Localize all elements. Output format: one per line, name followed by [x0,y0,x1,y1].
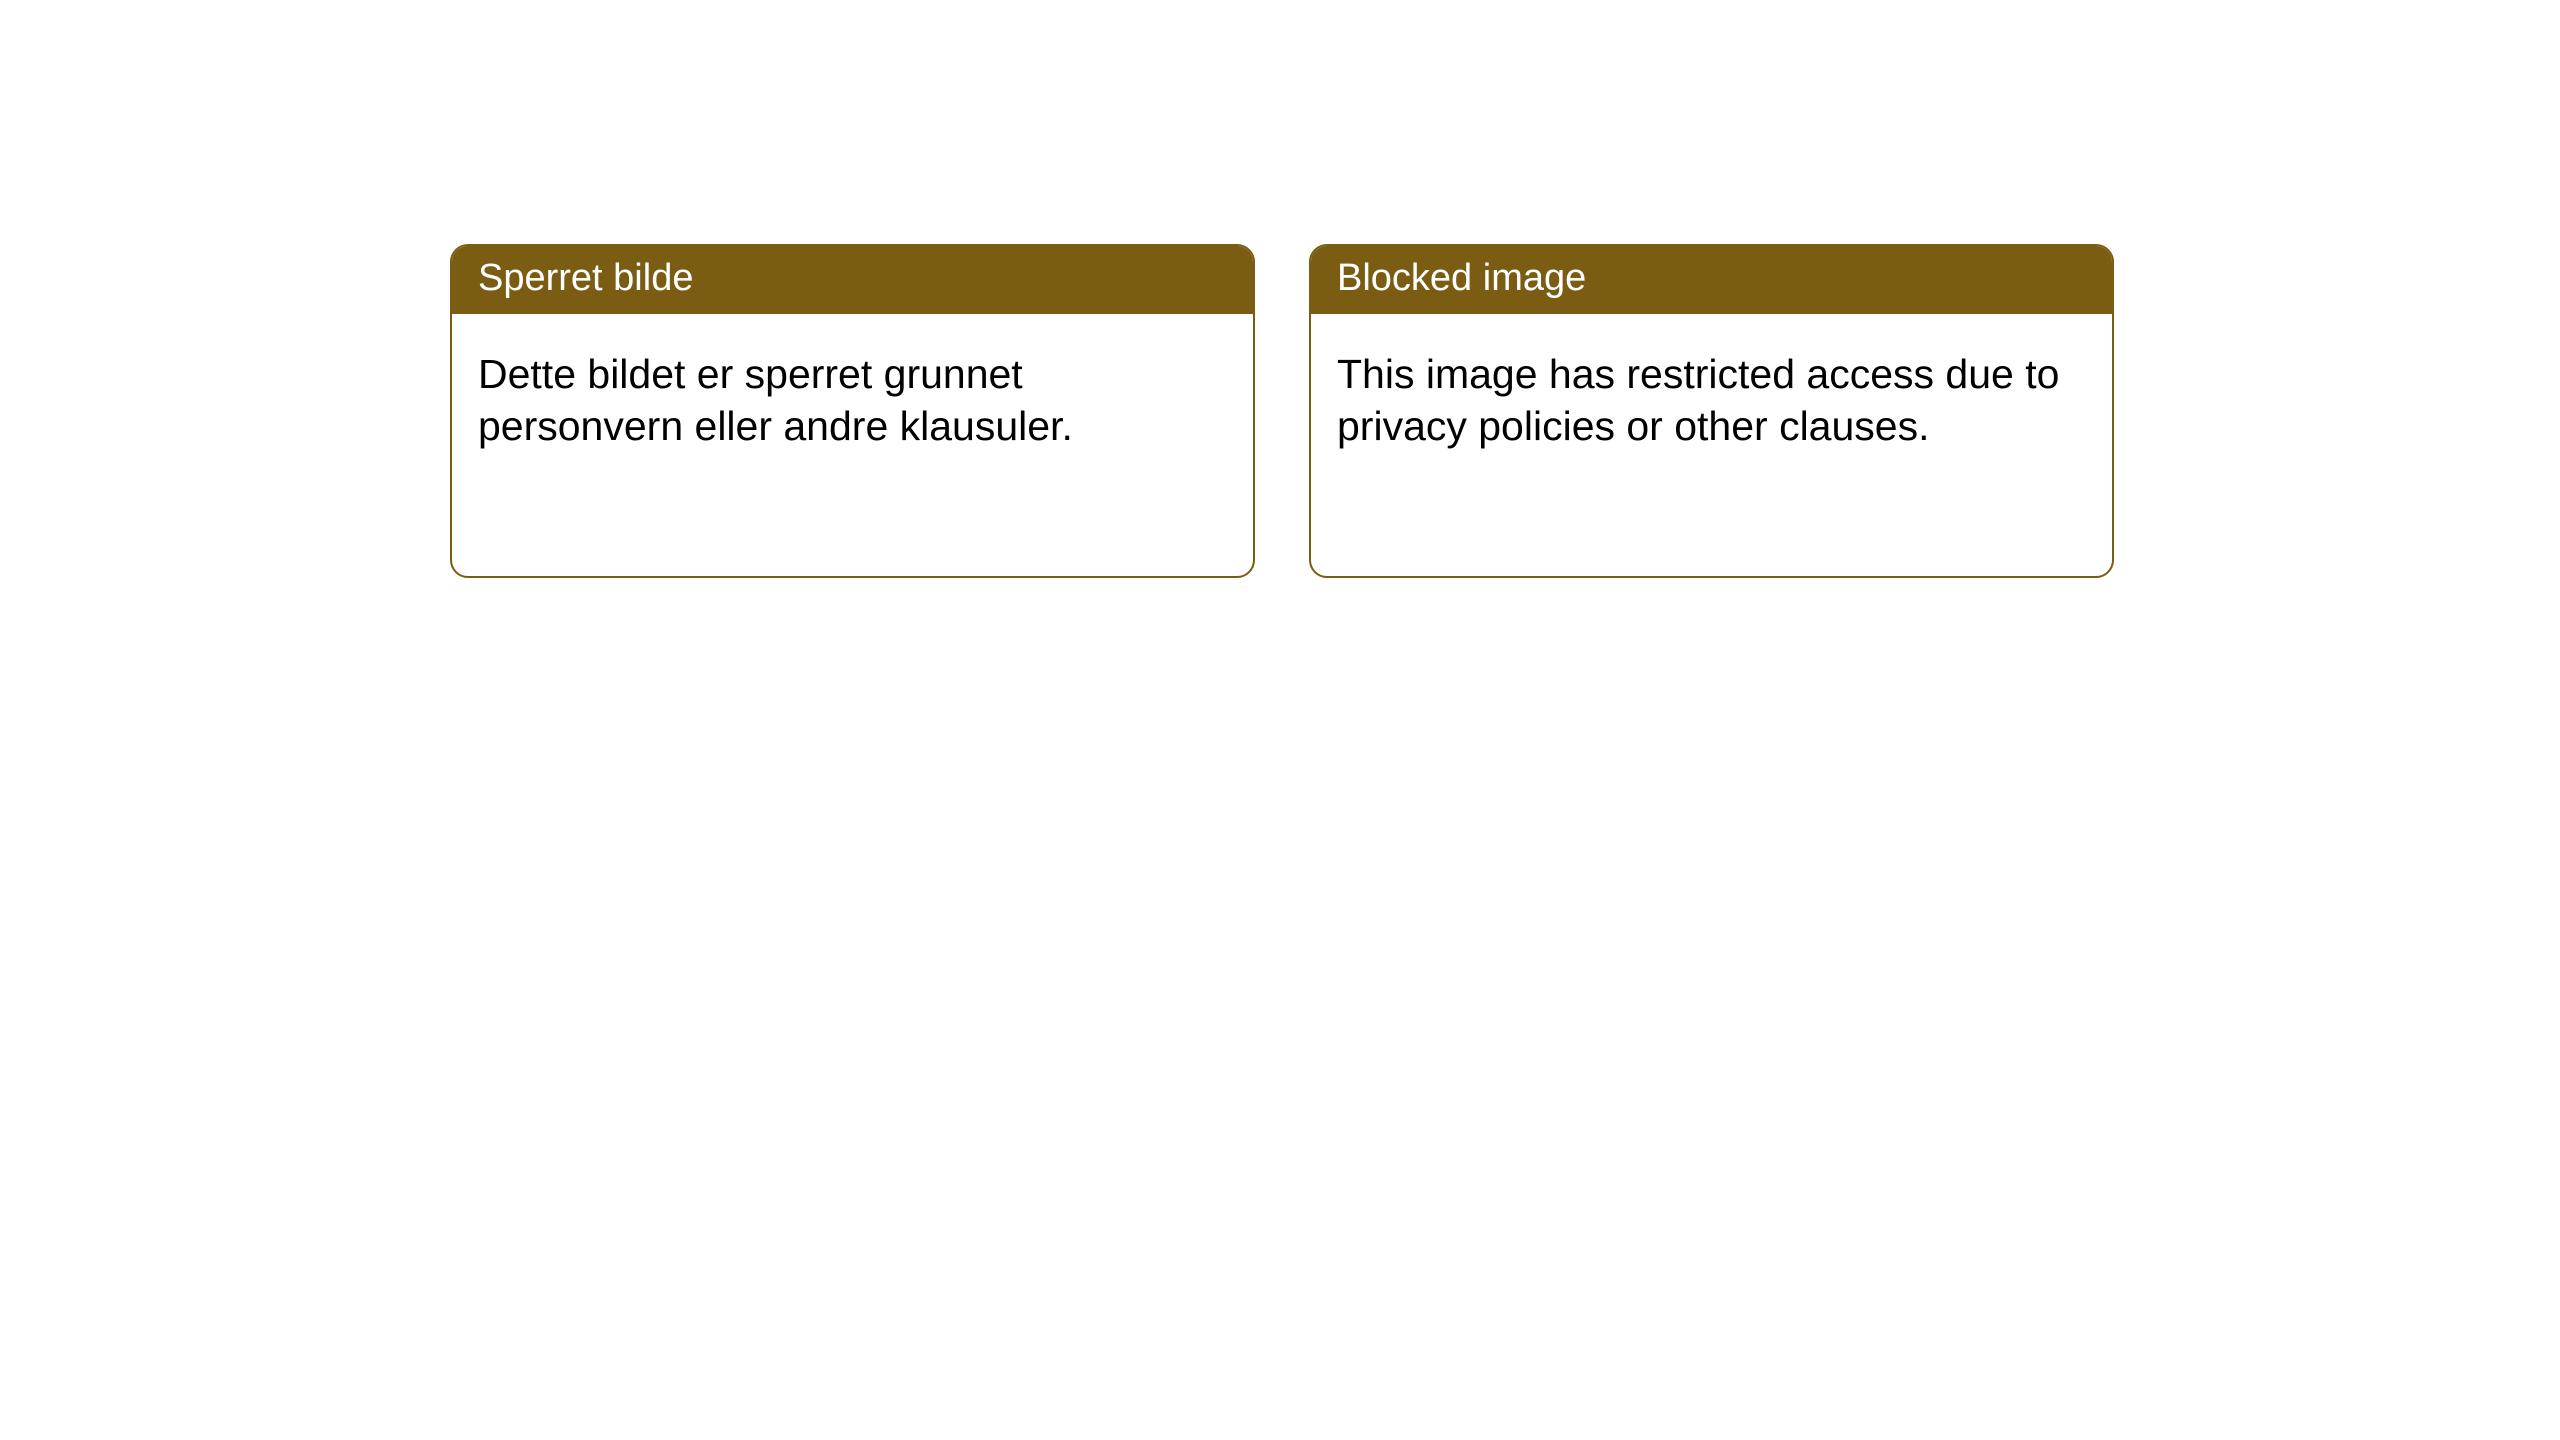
card-header-en: Blocked image [1311,246,2112,314]
card-body-en: This image has restricted access due to … [1311,314,2112,479]
blocked-image-card-en: Blocked image This image has restricted … [1309,244,2114,578]
card-body-text-en: This image has restricted access due to … [1337,351,2059,449]
card-title-no: Sperret bilde [478,257,693,299]
notice-container: Sperret bilde Dette bildet er sperret gr… [0,0,2560,578]
card-body-no: Dette bildet er sperret grunnet personve… [452,314,1253,479]
card-header-no: Sperret bilde [452,246,1253,314]
card-title-en: Blocked image [1337,257,1586,299]
card-body-text-no: Dette bildet er sperret grunnet personve… [478,351,1073,449]
blocked-image-card-no: Sperret bilde Dette bildet er sperret gr… [450,244,1255,578]
